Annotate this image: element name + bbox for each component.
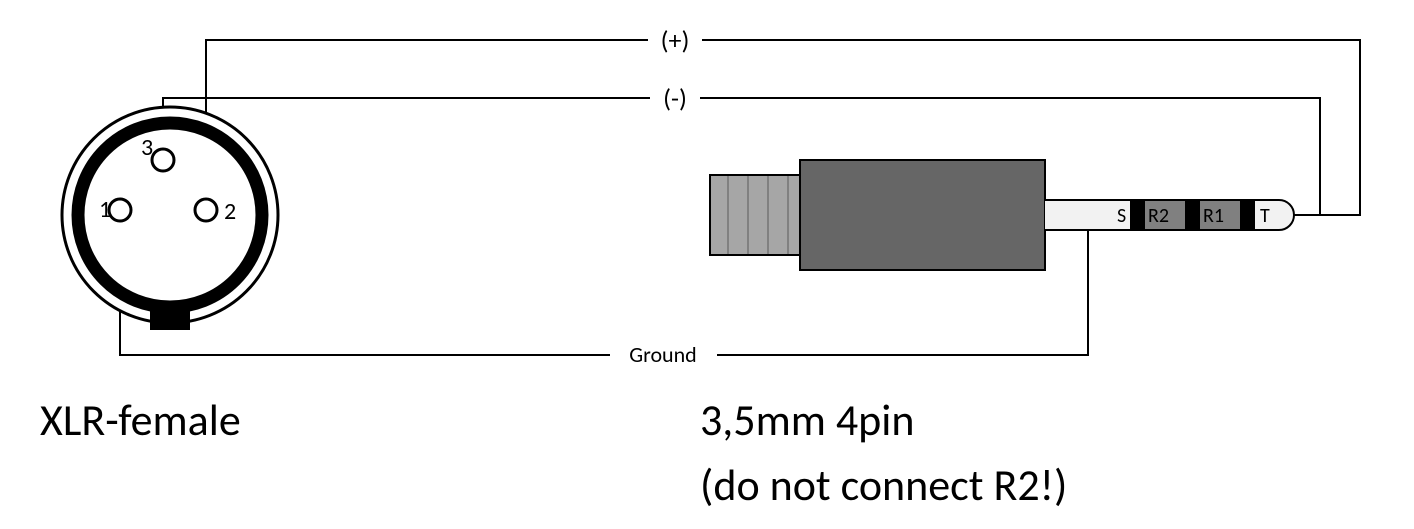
jack-ring2-label: R2 (1148, 204, 1169, 228)
jack-caption-line2: (do not connect R2!) (700, 458, 1067, 512)
jack-strain-relief (710, 175, 805, 255)
jack-ins-3 (1240, 200, 1255, 230)
jack-sleeve-label: S (1117, 204, 1126, 228)
jack-tip-arc (1279, 200, 1294, 230)
wire-plus-left (206, 40, 648, 199)
xlr-pin-2 (195, 199, 217, 221)
wire-plus-label: (+) (661, 24, 690, 56)
jack-ins-2 (1185, 200, 1200, 230)
wire-ground-label: Ground (629, 341, 696, 368)
wire-minus-label: (-) (663, 82, 687, 114)
xlr-pin-3-label: 3 (141, 133, 153, 162)
xlr-pin-2-label: 2 (224, 197, 236, 226)
jack-ins-1 (1130, 200, 1145, 230)
jack-ring1-label: R1 (1203, 204, 1224, 228)
xlr-key-notch (150, 310, 190, 330)
xlr-pin-1 (109, 199, 131, 221)
jack-body (800, 160, 1045, 270)
jack-tip-label: T (1260, 204, 1270, 228)
xlr-connector: 1 2 3 (62, 107, 278, 330)
jack-connector: S R2 R1 T (710, 160, 1294, 270)
xlr-pin-1-label: 1 (99, 195, 111, 224)
xlr-caption: XLR-female (40, 393, 241, 447)
jack-caption-line1: 3,5mm 4pin (700, 393, 914, 447)
xlr-pin-3 (152, 149, 174, 171)
xlr-outer-circle (62, 107, 278, 323)
